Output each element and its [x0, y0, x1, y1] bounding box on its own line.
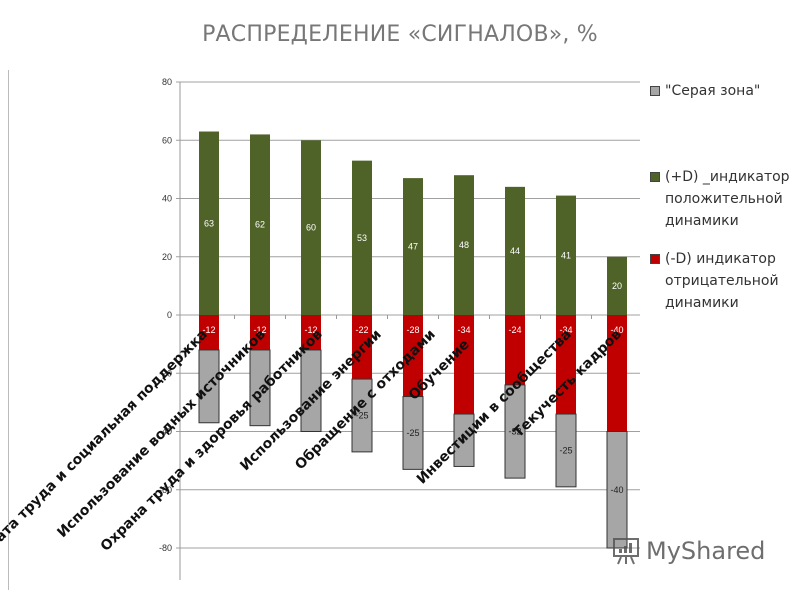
bar-gray-zone — [198, 349, 220, 424]
bar-value-label: 41 — [561, 250, 571, 260]
bar-value-label: -12 — [253, 325, 266, 335]
bar-value-label: -40 — [610, 325, 623, 335]
legend-label: (+D) _индикатор положительной динамики — [665, 169, 790, 229]
bar-value-label: 47 — [408, 242, 418, 252]
slide-frame-line — [8, 70, 9, 590]
bar-value-label: -12 — [202, 325, 215, 335]
y-tick-label: 40 — [162, 194, 172, 204]
bar-value-label: -22 — [355, 325, 368, 335]
bar-gray-zone — [504, 384, 526, 479]
bar-value-label: -25 — [559, 445, 572, 455]
bar-value-label: -32 — [508, 427, 521, 437]
bar-positive — [607, 256, 627, 315]
bar-value-label: -40 — [610, 485, 623, 495]
bar-value-label: -12 — [304, 325, 317, 335]
legend-label: (-D) индикатор отрицательной динамики — [665, 251, 779, 311]
legend-item-negative: (-D) индикатор отрицательной динамики — [650, 248, 800, 314]
legend-item-positive: (+D) _индикатор положительной динамики — [650, 166, 800, 232]
bar-negative — [250, 315, 270, 350]
x-category-label: Использование водных источников — [54, 326, 269, 541]
bar-value-label: -28 — [406, 325, 419, 335]
bar-value-label: 62 — [255, 220, 265, 230]
bar-value-label: 48 — [459, 240, 469, 250]
bars: 63 -12 62 -12 60 -12 53 -22 -25 47 -28 -25 48 -34 44 -2… — [198, 131, 628, 549]
bar-value-label: 53 — [357, 233, 367, 243]
bar-positive — [301, 140, 321, 315]
y-tick-label: 60 — [162, 135, 172, 145]
legend-item-gray-zone: "Серая зона" — [650, 80, 800, 102]
bar-value-label: -25 — [355, 410, 368, 420]
y-tick-label: 0 — [167, 310, 172, 320]
bar-value-label: -24 — [508, 325, 521, 335]
legend-label: "Серая зона" — [665, 83, 761, 99]
bar-negative — [301, 315, 321, 350]
bar-negative — [607, 315, 627, 432]
bar-gray-zone — [351, 378, 373, 453]
bar-gray-zone — [555, 413, 577, 488]
bar-gray-zone — [606, 431, 628, 549]
bar-positive — [352, 160, 372, 315]
bar-positive — [403, 178, 423, 315]
presentation-board-icon — [613, 538, 639, 565]
legend-swatch-gray — [650, 86, 660, 96]
bar-value-label: -25 — [406, 428, 419, 438]
legend-swatch-green — [650, 172, 660, 182]
bar-value-label: 44 — [510, 246, 520, 256]
legend-swatch-red — [650, 254, 660, 264]
bar-value-label: -34 — [559, 325, 572, 335]
y-tick-label: -20 — [159, 368, 172, 378]
x-category-label: Оплата труда и социальная поддержка — [0, 327, 211, 568]
bar-negative — [556, 315, 576, 415]
bar-value-label: 20 — [612, 281, 622, 291]
bar-negative — [199, 315, 219, 350]
chart-title: РАСПРЕДЕЛЕНИЕ «СИГНАЛОВ», % — [202, 22, 598, 47]
bar-negative — [352, 315, 372, 380]
bar-positive — [556, 195, 576, 315]
bar-gray-zone — [402, 396, 424, 470]
bar-positive — [505, 186, 525, 315]
bar-positive — [250, 134, 270, 315]
bar-positive — [199, 131, 219, 315]
bar-negative — [403, 315, 423, 397]
y-tick-label: 20 — [162, 252, 172, 262]
bar-negative — [505, 315, 525, 385]
bar-value-label: 63 — [204, 218, 214, 228]
y-tick-label: -40 — [159, 427, 172, 437]
bar-gray-zone — [453, 413, 475, 467]
watermark: MyShared — [612, 536, 765, 566]
bar-gray-zone — [249, 349, 271, 427]
bar-value-label: -34 — [457, 325, 470, 335]
y-tick-label: -80 — [159, 543, 172, 553]
y-axis: 80 60 40 20 0 -20 -40 -60 -80 — [159, 77, 181, 580]
bar-positive — [454, 175, 474, 315]
bar-gray-zone — [300, 349, 322, 433]
watermark-text: MyShared — [646, 537, 766, 565]
y-tick-label: 80 — [162, 77, 172, 87]
bar-value-label: 60 — [306, 223, 316, 233]
y-tick-label: -60 — [159, 485, 172, 495]
bar-negative — [454, 315, 474, 415]
